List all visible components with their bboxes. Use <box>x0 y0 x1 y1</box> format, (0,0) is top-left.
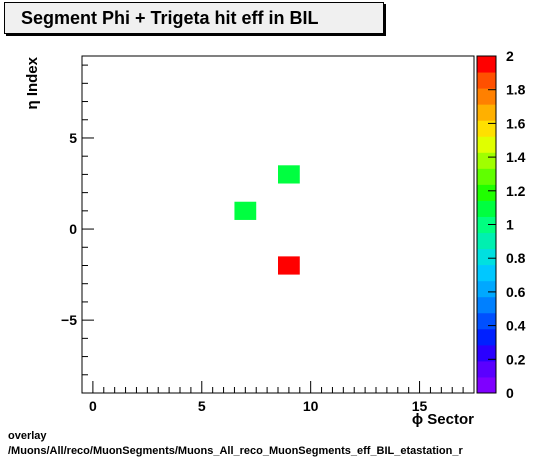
colorbar-segment <box>477 312 496 330</box>
y-tick-label: 0 <box>69 221 77 237</box>
heatmap-cell <box>278 165 300 184</box>
colorbar-tick-label: 0.2 <box>506 351 526 367</box>
colorbar-segment <box>477 264 496 282</box>
colorbar-tick-label: 1.6 <box>506 115 526 131</box>
colorbar-segment <box>477 232 496 250</box>
colorbar-tick-label: 2 <box>506 48 514 64</box>
y-axis-label: η Index <box>24 56 41 109</box>
colorbar-tick-label: 1.4 <box>506 149 526 165</box>
colorbar-tick-label: 1 <box>506 217 514 233</box>
x-axis-label: ϕ Sector <box>412 411 474 428</box>
colorbar-segment <box>477 248 496 266</box>
colorbar-tick-label: 0 <box>506 385 514 401</box>
colorbar-segment <box>477 152 496 169</box>
y-tick-label: 5 <box>69 130 77 146</box>
colorbar-tick-label: 0.8 <box>506 250 526 266</box>
colorbar-segment <box>477 296 496 314</box>
footer-line-1: overlay <box>8 430 47 442</box>
plot-frame <box>81 55 475 394</box>
colorbar-segment <box>477 376 496 394</box>
colorbar-tick-label: 1.8 <box>506 82 526 98</box>
colorbar-segment <box>477 88 496 105</box>
chart-title-text: Segment Phi + Trigeta hit eff in BIL <box>21 7 319 28</box>
colorbar-segment <box>477 344 496 362</box>
y-tick-label: −5 <box>61 312 77 328</box>
colorbar-segment <box>477 200 496 217</box>
footer-line-2: /Muons/All/reco/MuonSegments/Muons_All_r… <box>8 445 463 457</box>
colorbar-segment <box>477 168 496 185</box>
colorbar-segment <box>477 120 496 137</box>
colorbar-segment <box>477 360 496 378</box>
x-tick-label: 15 <box>412 398 428 414</box>
colorbar-segment <box>477 72 496 89</box>
colorbar-tick-label: 1.2 <box>506 183 526 199</box>
colorbar-segment <box>477 184 496 201</box>
colorbar-segment <box>477 328 496 346</box>
colorbar-segment <box>477 136 496 153</box>
colorbar-segment <box>477 280 496 298</box>
x-tick-label: 10 <box>303 398 319 414</box>
x-tick-label: 0 <box>89 398 97 414</box>
chart-title: Segment Phi + Trigeta hit eff in BIL <box>4 2 384 34</box>
heatmap-cell <box>278 256 300 275</box>
colorbar-segment <box>477 216 496 234</box>
x-tick-label: 5 <box>198 398 206 414</box>
colorbar-tick-label: 0.6 <box>506 284 526 300</box>
colorbar-tick-label: 0.4 <box>506 318 526 334</box>
colorbar-segment <box>477 56 496 73</box>
colorbar-segment <box>477 104 496 121</box>
heatmap-cell <box>234 201 257 220</box>
